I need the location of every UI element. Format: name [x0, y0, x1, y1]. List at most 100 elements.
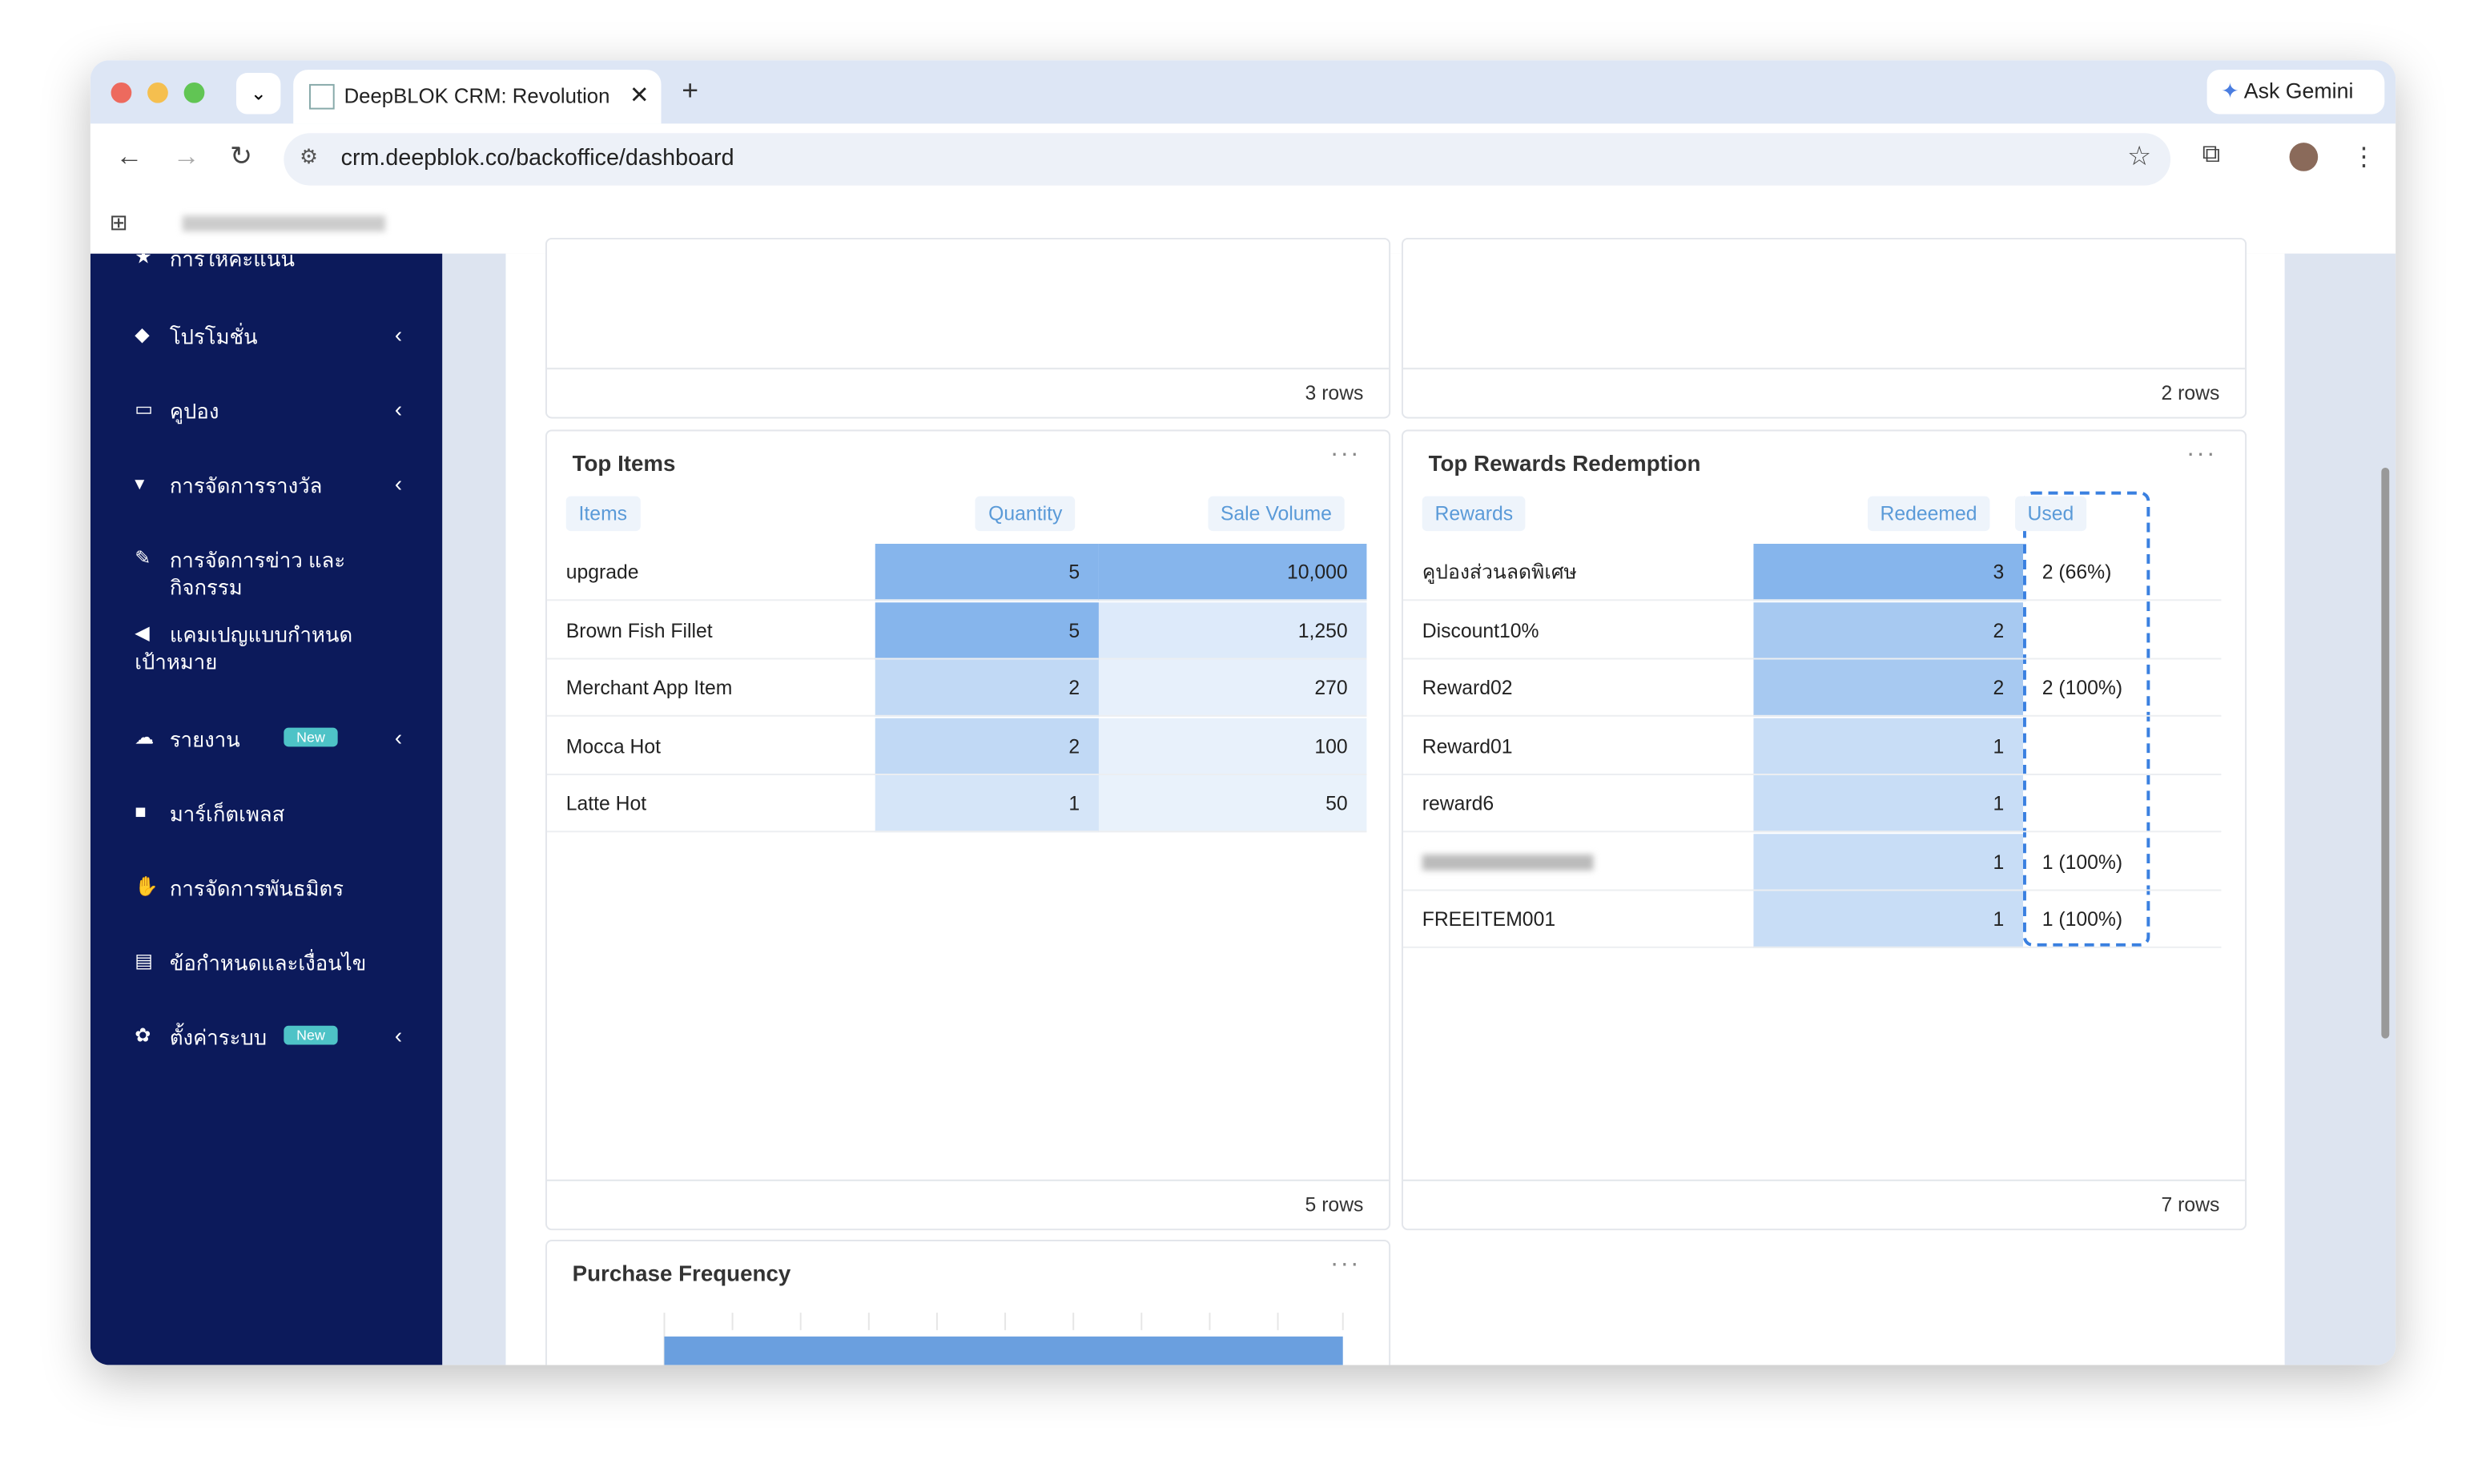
- cell: 1 (100%): [2022, 891, 2222, 948]
- row-count: 2 rows: [2161, 382, 2220, 404]
- gemini-button[interactable]: ✦ Ask Gemini: [2206, 70, 2385, 115]
- menu-icon: ☁: [135, 726, 155, 749]
- card-title: Top Items: [572, 450, 676, 476]
- column-header: Used: [2014, 496, 2087, 532]
- gutter: [442, 253, 506, 1365]
- cell: 1: [1753, 891, 2023, 948]
- tab[interactable]: DeepBLOK CRM: Revolutioniz ✕: [293, 70, 662, 124]
- column-header: Items: [565, 496, 640, 532]
- tab-menu[interactable]: ⌄: [235, 73, 281, 115]
- chevron: ‹: [394, 470, 403, 497]
- cell: 1: [1753, 833, 2023, 891]
- menu-icon: ◆: [135, 323, 150, 346]
- menu-icon: ◀: [135, 621, 150, 644]
- browser-window: ⌄ DeepBLOK CRM: Revolutioniz ✕ + ✦ Ask G…: [90, 60, 2396, 1365]
- card-menu[interactable]: ···: [1329, 1250, 1361, 1278]
- card-stub: 3 rows: [545, 237, 1391, 419]
- cell: Reward01: [1402, 718, 1754, 775]
- cell: [2022, 718, 2222, 775]
- cell: 1: [1753, 775, 2023, 833]
- cell: 1 (100%): [2022, 833, 2222, 891]
- cell: Merchant App Item: [546, 660, 875, 717]
- menu-icon: ✎: [135, 546, 151, 569]
- card-stub: 2 rows: [1401, 237, 2247, 419]
- cell: 5: [875, 544, 1099, 601]
- minimize-button[interactable]: [147, 82, 168, 103]
- column-header: Rewards: [1422, 496, 1527, 532]
- purchase-frequency-card: Purchase Frequency ··· 1-2: [545, 1240, 1391, 1365]
- back-button[interactable]: ←: [115, 141, 143, 171]
- menu-label: การให้คะแนน: [169, 253, 296, 271]
- cell: 100: [1098, 717, 1367, 775]
- card-menu[interactable]: ···: [1329, 440, 1361, 468]
- menu-icon: ▾: [135, 472, 145, 495]
- forward-button[interactable]: →: [172, 141, 200, 171]
- cell: Discount10%: [1402, 601, 1754, 659]
- close-button[interactable]: [111, 82, 132, 103]
- card-title: Purchase Frequency: [572, 1260, 791, 1286]
- cell: 270: [1098, 659, 1367, 717]
- top-items-card: Top Items ··· 5 rows Items Quantity Sale V…: [545, 429, 1391, 1231]
- sidebar: ★ การให้คะแนน ◆ โปรโมชั่น ‹ ▭ คูปอง ‹ ▾ การจัดการ…: [90, 253, 443, 1365]
- site-info[interactable]: ⚙: [300, 144, 319, 168]
- menu-icon: ▤: [135, 949, 153, 972]
- address-bar[interactable]: ⚙ crm.deepblok.co/backoffice/dashboard ☆: [284, 133, 2171, 186]
- menu-label: แคมเปญแบบกำหนดเป้าหมาย: [135, 622, 353, 674]
- bar-chart: 1-2: [663, 1313, 1344, 1365]
- apps-button[interactable]: ⊞: [109, 209, 128, 235]
- menu-icon: ■: [135, 800, 147, 823]
- blurred-text: [1422, 854, 1594, 870]
- cell: 2 (100%): [2022, 660, 2222, 717]
- chevron: ‹: [394, 321, 403, 348]
- tab-title: DeepBLOK CRM: Revolutioniz: [344, 83, 611, 108]
- menu-label: รายงาน: [169, 727, 240, 752]
- cell: 5: [875, 601, 1099, 659]
- cell: 2 (66%): [2022, 544, 2222, 601]
- card-title: Top Rewards Redemption: [1428, 450, 1701, 476]
- cell: Reward02: [1402, 660, 1754, 717]
- cell: 2: [875, 659, 1099, 717]
- cell: [2022, 775, 2222, 833]
- column-header: Redeemed: [1867, 496, 1990, 532]
- cell: Mocca Hot: [546, 718, 875, 775]
- cell: 1: [1753, 717, 2023, 775]
- row-count: 3 rows: [1305, 382, 1364, 404]
- title-bar: ⌄ DeepBLOK CRM: Revolutioniz ✕ + ✦ Ask G…: [90, 60, 2396, 124]
- top-rewards-card: Top Rewards Redemption ··· 7 rows Reward…: [1401, 429, 2247, 1231]
- cell: 2: [875, 717, 1099, 775]
- card-menu[interactable]: ···: [2186, 440, 2217, 468]
- reload-button[interactable]: ↻: [230, 141, 253, 171]
- highlight-box: [2022, 491, 2150, 947]
- new-tab[interactable]: +: [682, 74, 699, 107]
- cell: 10,000: [1098, 544, 1367, 601]
- menu-label: โปรโมชั่น: [169, 324, 258, 349]
- bookmark-star[interactable]: ☆: [2127, 141, 2152, 171]
- menu-label: การจัดการพันธมิตร: [169, 876, 344, 901]
- zoom-button[interactable]: [183, 82, 205, 103]
- cell: Latte Hot: [546, 775, 875, 833]
- row-count: 7 rows: [2161, 1193, 2220, 1217]
- cell: [1402, 833, 1754, 891]
- cell: 3: [1753, 544, 2023, 601]
- cell: [2022, 601, 2222, 659]
- chevron: ‹: [394, 1022, 403, 1048]
- row-count: 5 rows: [1305, 1193, 1364, 1217]
- extensions[interactable]: ⧉: [2202, 141, 2221, 168]
- cell: reward6: [1402, 775, 1754, 833]
- toolbar: ← → ↻ ⚙ crm.deepblok.co/backoffice/dashb…: [90, 123, 2396, 195]
- column-header: Sale Volume: [1208, 496, 1345, 532]
- profile[interactable]: [2289, 143, 2319, 171]
- menu-label: มาร์เก็ตเพลส: [169, 802, 285, 826]
- menu[interactable]: ⋮: [2351, 144, 2377, 171]
- scrollbar[interactable]: [2381, 467, 2390, 1039]
- menu-label: ข้อกำหนดและเงื่อนไข: [169, 951, 367, 975]
- badge: New: [284, 1025, 338, 1045]
- chevron: ‹: [394, 724, 403, 750]
- favicon: [309, 83, 335, 110]
- tab-close[interactable]: ✕: [629, 82, 650, 110]
- menu-icon: ★: [135, 253, 152, 268]
- cell: 1: [875, 775, 1099, 833]
- cell: upgrade: [546, 544, 875, 601]
